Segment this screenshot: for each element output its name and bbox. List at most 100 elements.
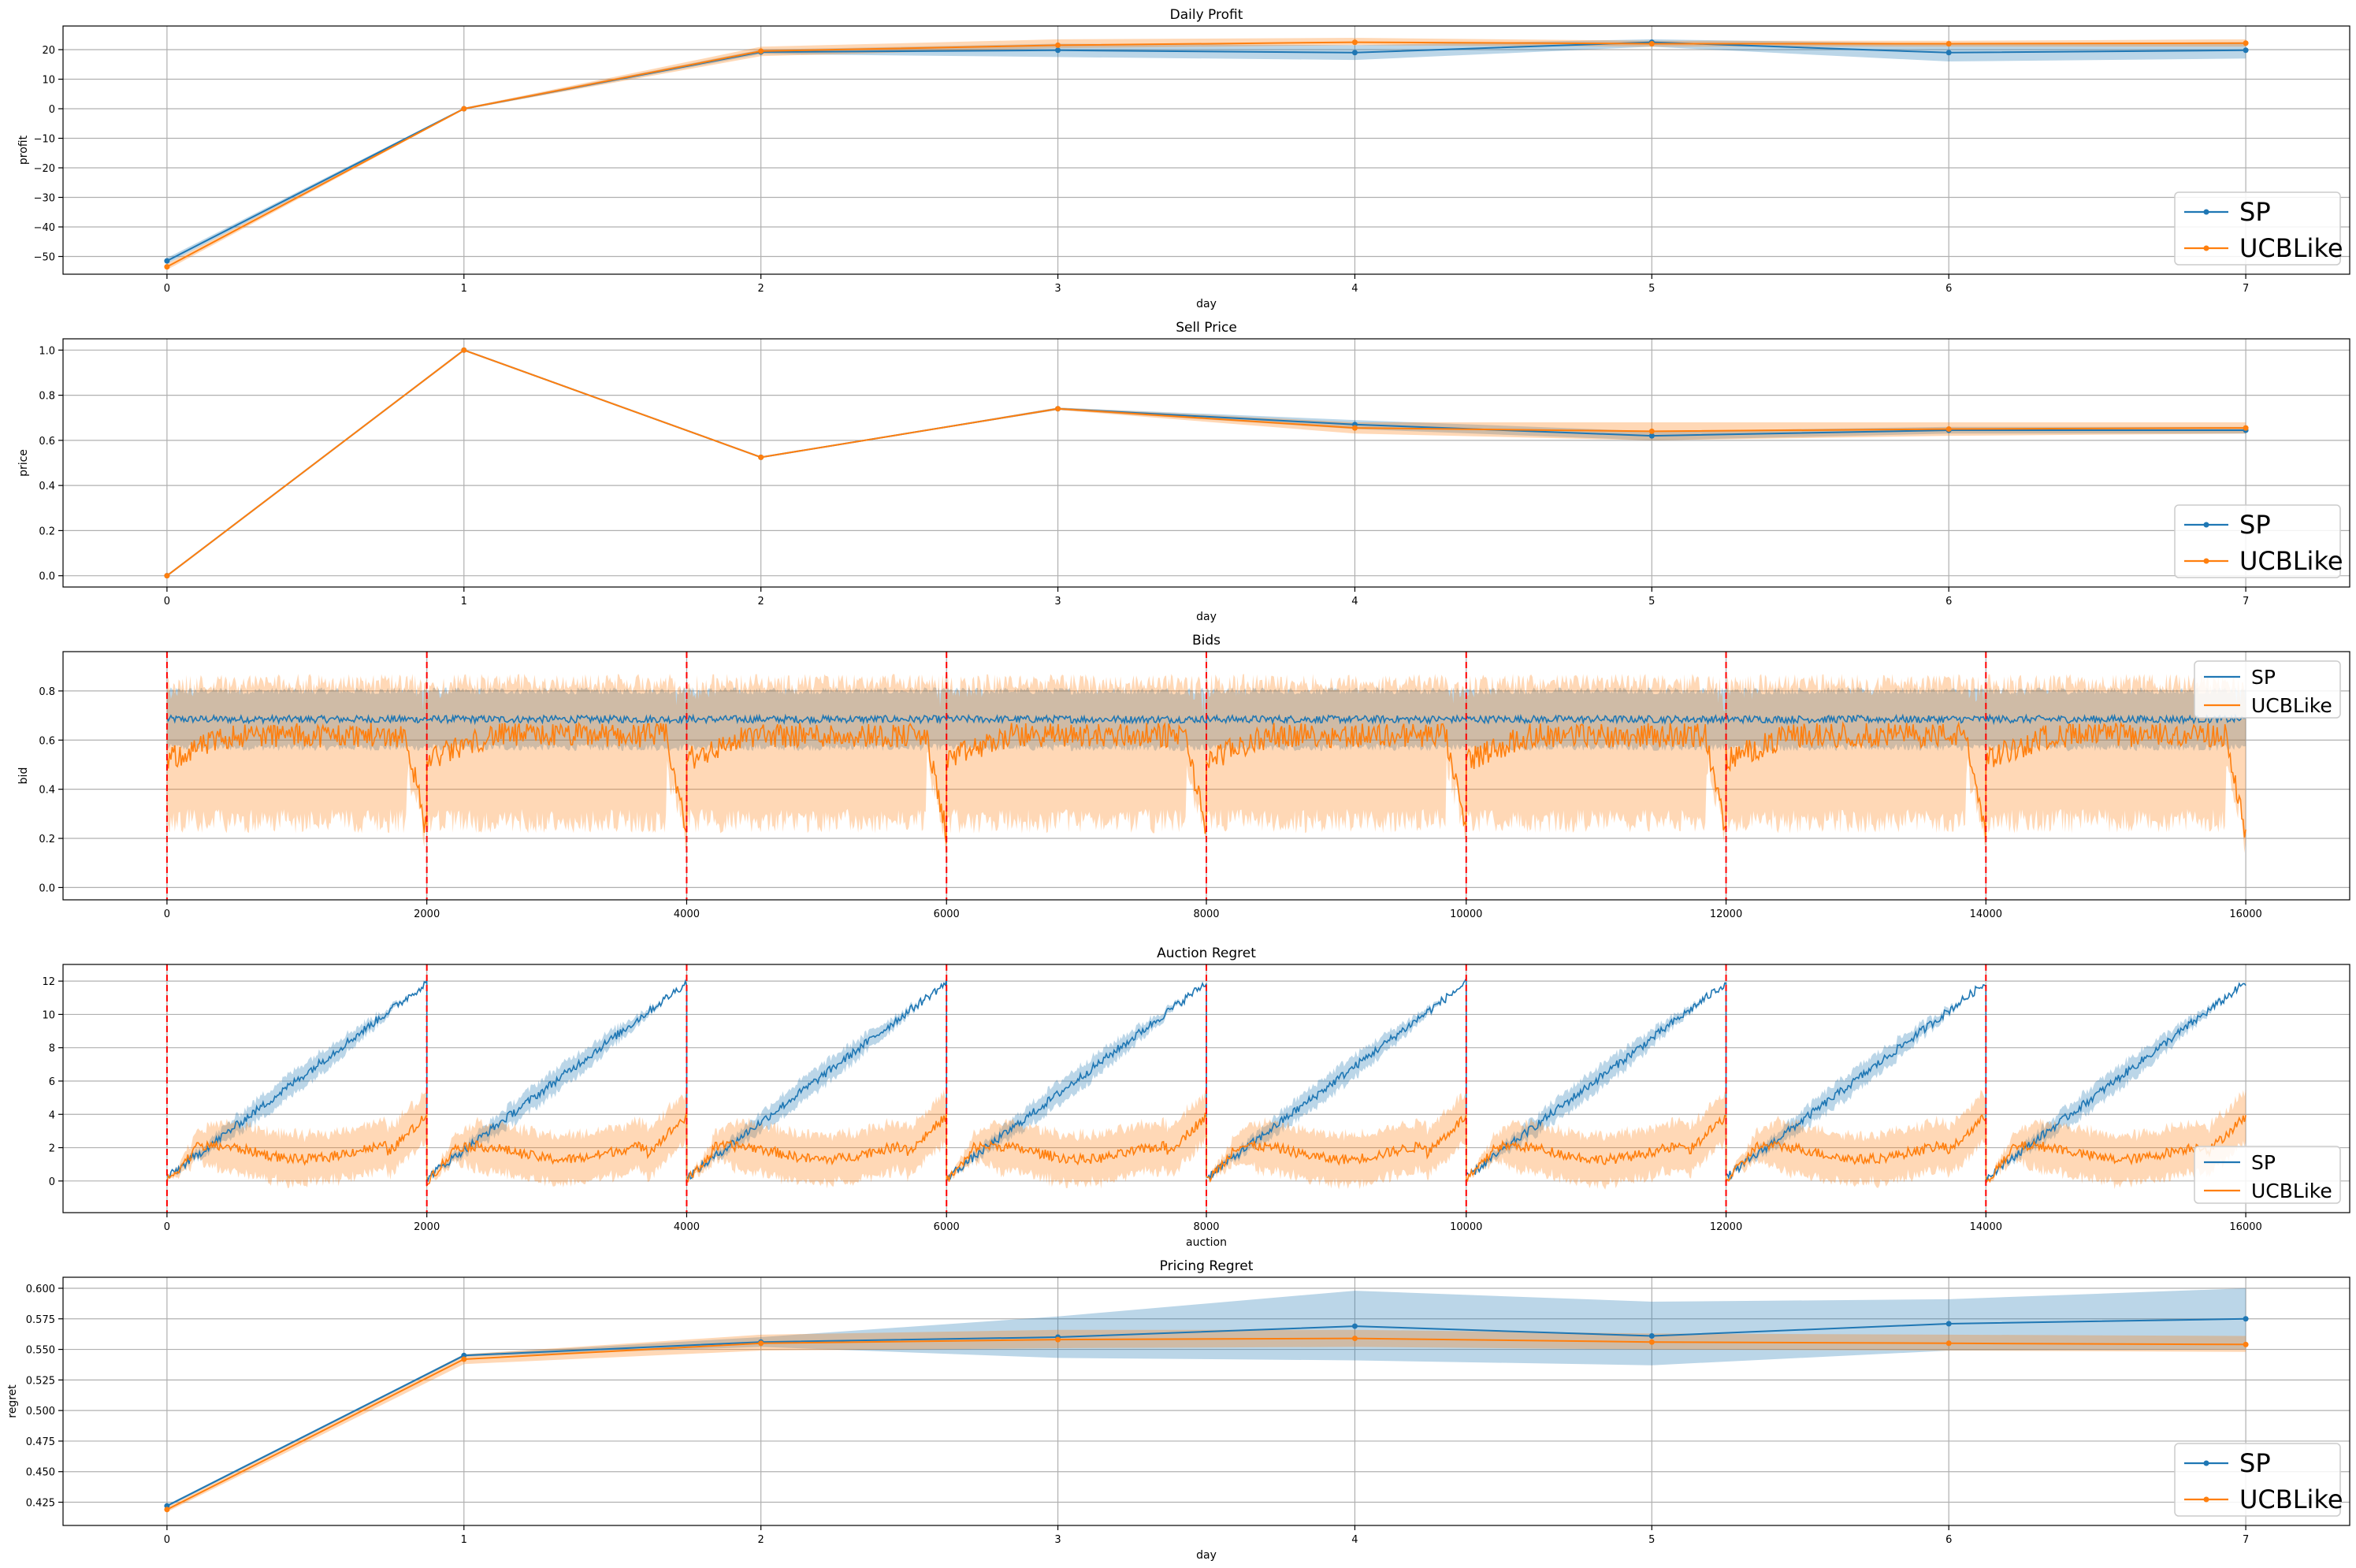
legend-box bbox=[2174, 504, 2341, 578]
point-UCBLike bbox=[758, 48, 764, 54]
y-tick-label: 10 bbox=[42, 1009, 55, 1021]
x-tick-label: 0 bbox=[164, 1534, 170, 1546]
chart-title: Auction Regret bbox=[1157, 946, 1256, 961]
legend-box bbox=[2174, 1443, 2341, 1517]
band-SP bbox=[166, 39, 2246, 264]
y-tick-label: 0.6 bbox=[39, 735, 55, 747]
x-tick-label: 5 bbox=[1648, 283, 1655, 295]
y-tick-label: 0.475 bbox=[26, 1436, 55, 1448]
legend: SP UCBLike bbox=[2174, 1443, 2343, 1517]
x-tick-label: 8000 bbox=[1193, 1221, 1219, 1233]
y-tick-label: 10 bbox=[42, 75, 55, 87]
point-UCBLike bbox=[1945, 1340, 1952, 1347]
x-tick-label: 6 bbox=[1945, 1534, 1952, 1546]
grid bbox=[63, 339, 2350, 587]
y-tick-label: 0.4 bbox=[39, 481, 55, 492]
point-UCBLike bbox=[461, 106, 467, 112]
y-tick-label: 20 bbox=[42, 45, 55, 57]
x-tick-label: 6000 bbox=[934, 908, 960, 920]
point-UCBLike bbox=[1351, 1336, 1358, 1342]
grid bbox=[63, 1277, 2350, 1525]
chart-1: 0 1 2 3 4 5 6 7 0.0 0.2 0.4 0.6 0.8 1.0 Sell Price day p… bbox=[17, 320, 2350, 623]
x-tick-label: 12000 bbox=[1710, 908, 1742, 920]
y-tick-label: 4 bbox=[49, 1109, 55, 1121]
x-tick-label: 3 bbox=[1054, 283, 1061, 295]
x-tick-label: 16000 bbox=[2229, 1221, 2261, 1233]
y-tick-label: 6 bbox=[49, 1076, 55, 1088]
x-axis-label: day bbox=[1196, 1549, 1217, 1562]
x-axis-label: auction bbox=[1186, 1236, 1227, 1249]
legend-label-SP: SP bbox=[2251, 1151, 2276, 1174]
y-tick-label: −20 bbox=[34, 163, 55, 175]
grid bbox=[63, 26, 2350, 274]
legend-label-UCBLike: UCBLike bbox=[2251, 1180, 2332, 1202]
plot-area bbox=[164, 1288, 2249, 1513]
chart-title: Sell Price bbox=[1176, 320, 1237, 336]
y-tick-label: 0.6 bbox=[39, 436, 55, 448]
y-tick-label: 0.2 bbox=[39, 526, 55, 537]
x-tick-label: 2000 bbox=[414, 908, 440, 920]
y-tick-label: 8 bbox=[49, 1043, 55, 1055]
point-SP bbox=[1945, 1321, 1952, 1327]
legend-label-UCBLike: UCBLike bbox=[2239, 546, 2343, 576]
point-UCBLike bbox=[164, 573, 170, 579]
point-UCBLike bbox=[758, 1340, 764, 1347]
point-SP bbox=[2243, 47, 2249, 54]
x-tick-label: 14000 bbox=[1970, 1221, 2002, 1233]
y-tick-label: 0.425 bbox=[26, 1498, 55, 1510]
x-tick-label: 1 bbox=[461, 596, 467, 608]
x-tick-label: 4 bbox=[1351, 1534, 1358, 1546]
point-UCBLike bbox=[461, 1356, 467, 1362]
series-line-SP bbox=[166, 349, 2246, 577]
legend: SP UCBLike bbox=[2194, 660, 2341, 719]
y-tick-label: 0.575 bbox=[26, 1314, 55, 1326]
y-axis-label: regret bbox=[6, 1384, 19, 1418]
band-UCBLike bbox=[166, 38, 2246, 270]
series-line-UCBLike bbox=[166, 349, 2246, 577]
x-tick-label: 16000 bbox=[2229, 908, 2261, 920]
point-SP bbox=[1945, 50, 1952, 56]
x-tick-label: 6 bbox=[1945, 283, 1952, 295]
y-tick-label: 0.450 bbox=[26, 1467, 55, 1479]
x-tick-label: 5 bbox=[1648, 1534, 1655, 1546]
x-tick-label: 7 bbox=[2243, 283, 2249, 295]
y-tick-label: 0.600 bbox=[26, 1284, 55, 1295]
x-tick-label: 2000 bbox=[414, 1221, 440, 1233]
point-UCBLike bbox=[1648, 428, 1655, 434]
point-UCBLike bbox=[164, 264, 170, 270]
point-UCBLike bbox=[461, 347, 467, 353]
point-UCBLike bbox=[1055, 406, 1061, 412]
y-tick-label: 0.550 bbox=[26, 1345, 55, 1357]
legend-label-UCBLike: UCBLike bbox=[2251, 694, 2332, 717]
x-tick-label: 8000 bbox=[1193, 908, 1219, 920]
legend: SP UCBLike bbox=[2174, 191, 2343, 266]
plot-area bbox=[164, 38, 2249, 270]
x-tick-label: 0 bbox=[164, 596, 170, 608]
legend-label-SP: SP bbox=[2239, 1448, 2271, 1478]
point-SP bbox=[1351, 1323, 1358, 1329]
legend-marker-UCBLike bbox=[2203, 558, 2209, 564]
axes-frame bbox=[62, 1276, 2350, 1526]
legend-label-SP: SP bbox=[2239, 510, 2271, 540]
point-SP bbox=[2243, 1316, 2249, 1322]
y-tick-label: 0 bbox=[49, 1176, 55, 1188]
chart-title: Daily Profit bbox=[1170, 7, 1243, 23]
series-line-SP bbox=[166, 41, 2246, 262]
series-line-UCBLike bbox=[166, 1337, 2246, 1510]
y-tick-label: 2 bbox=[49, 1143, 55, 1155]
y-tick-label: 0.8 bbox=[39, 686, 55, 698]
plot-area bbox=[165, 652, 2246, 900]
legend: SP UCBLike bbox=[2194, 1146, 2341, 1204]
chart-title: Bids bbox=[1192, 633, 1221, 648]
y-tick-label: −50 bbox=[34, 252, 55, 264]
x-tick-label: 7 bbox=[2243, 1534, 2249, 1546]
point-UCBLike bbox=[1351, 425, 1358, 431]
plot-area bbox=[165, 964, 2246, 1213]
series-line-UCBLike bbox=[166, 1111, 2246, 1187]
legend-marker-SP bbox=[2203, 1460, 2209, 1466]
point-UCBLike bbox=[2243, 1341, 2249, 1347]
x-tick-label: 2 bbox=[758, 596, 764, 608]
y-tick-label: 0.4 bbox=[39, 785, 55, 797]
chart-2: 0 2000 4000 6000 8000 10000 12000 14000 16000 0.0… bbox=[17, 633, 2350, 920]
